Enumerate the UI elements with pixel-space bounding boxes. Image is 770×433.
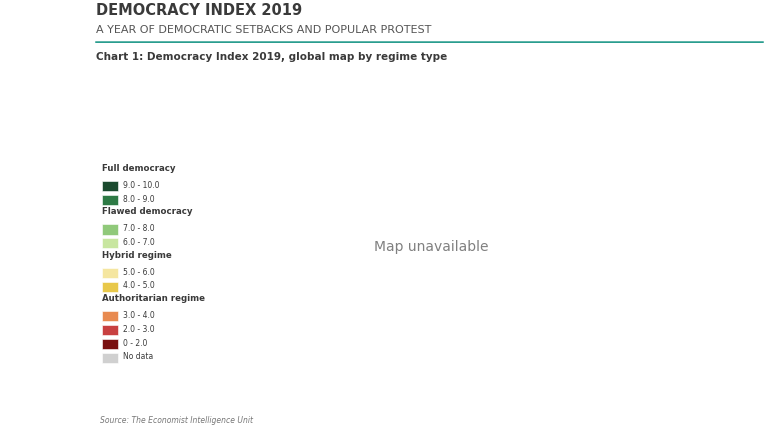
Text: 9.0 - 10.0: 9.0 - 10.0: [122, 181, 159, 190]
Bar: [102, 268, 118, 278]
Bar: [102, 281, 118, 292]
Bar: [102, 353, 118, 363]
Text: 4.0 - 5.0: 4.0 - 5.0: [122, 281, 155, 291]
Text: A YEAR OF DEMOCRATIC SETBACKS AND POPULAR PROTEST: A YEAR OF DEMOCRATIC SETBACKS AND POPULA…: [96, 25, 432, 35]
Text: Full democracy: Full democracy: [102, 164, 176, 173]
Bar: [102, 238, 118, 249]
Text: DEMOCRACY INDEX 2019: DEMOCRACY INDEX 2019: [96, 3, 303, 19]
Text: 2.0 - 3.0: 2.0 - 3.0: [122, 325, 155, 334]
Text: 8.0 - 9.0: 8.0 - 9.0: [122, 194, 155, 204]
Text: Hybrid regime: Hybrid regime: [102, 251, 172, 260]
Text: Authoritarian regime: Authoritarian regime: [102, 294, 206, 303]
Text: 5.0 - 6.0: 5.0 - 6.0: [122, 268, 155, 277]
Text: 7.0 - 8.0: 7.0 - 8.0: [122, 224, 155, 233]
Bar: [102, 311, 118, 321]
Text: Map unavailable: Map unavailable: [374, 240, 488, 254]
Text: 6.0 - 7.0: 6.0 - 7.0: [122, 238, 155, 247]
Bar: [102, 195, 118, 205]
Bar: [102, 339, 118, 349]
Bar: [102, 224, 118, 235]
Text: Source: The Economist Intelligence Unit: Source: The Economist Intelligence Unit: [100, 416, 253, 424]
Bar: [102, 181, 118, 191]
Text: Chart 1: Democracy Index 2019, global map by regime type: Chart 1: Democracy Index 2019, global ma…: [96, 52, 447, 62]
Text: 0 - 2.0: 0 - 2.0: [122, 339, 147, 348]
Text: 3.0 - 4.0: 3.0 - 4.0: [122, 311, 155, 320]
Text: No data: No data: [122, 352, 153, 362]
Bar: [102, 325, 118, 335]
Text: Flawed democracy: Flawed democracy: [102, 207, 193, 216]
